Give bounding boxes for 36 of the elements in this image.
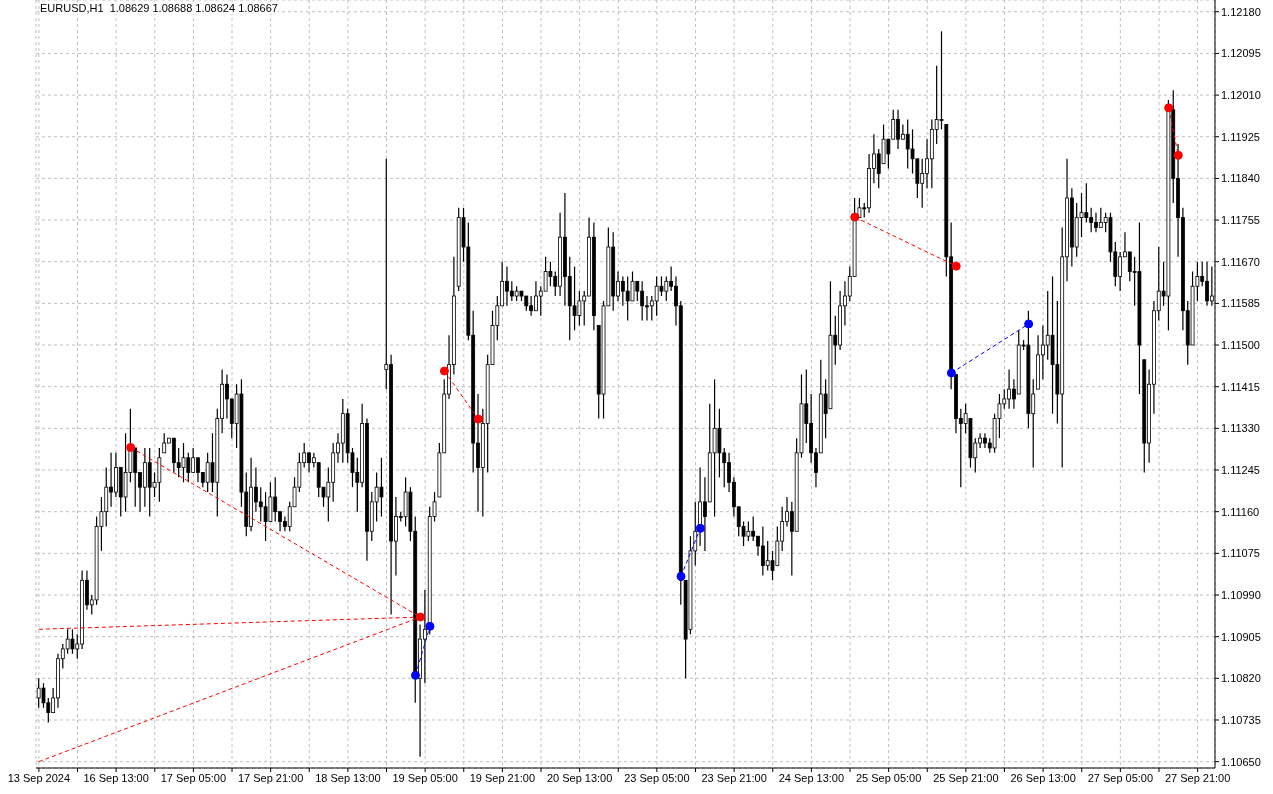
y-tick-label: 1.11245 (1221, 463, 1260, 476)
y-tick-label: 1.10735 (1221, 713, 1261, 726)
y-tick-label: 1.11670 (1221, 255, 1260, 268)
x-tick-label: 27 Sep 21:00 (1164, 771, 1231, 784)
y-tick-label: 1.11160 (1221, 505, 1260, 518)
y-tick-label: 1.10905 (1221, 630, 1261, 643)
x-tick-label: 19 Sep 05:00 (392, 771, 458, 784)
y-tick-label: 1.11330 (1221, 422, 1260, 435)
x-tick-label: 18 Sep 13:00 (315, 771, 381, 784)
y-tick-label: 1.11415 (1221, 380, 1260, 393)
x-tick-label: 13 Sep 2024 (7, 771, 71, 784)
x-tick-label: 25 Sep 05:00 (855, 771, 922, 784)
chart-title: EURUSD,H1 1.08629 1.08688 1.08624 1.08667 (40, 2, 278, 14)
y-tick-label: 1.10990 (1221, 588, 1261, 601)
x-tick-label: 17 Sep 21:00 (237, 771, 304, 784)
x-tick-label: 24 Sep 13:00 (778, 771, 845, 784)
x-tick-label: 17 Sep 05:00 (160, 771, 227, 784)
y-tick-label: 1.11585 (1221, 297, 1260, 310)
x-tick-label: 23 Sep 05:00 (624, 771, 690, 784)
x-tick-label: 16 Sep 13:00 (83, 771, 149, 784)
y-tick-label: 1.12010 (1221, 88, 1261, 101)
x-tick-label: 25 Sep 21:00 (933, 771, 999, 784)
y-tick-label: 1.10650 (1221, 755, 1261, 768)
x-tick-label: 26 Sep 13:00 (1010, 771, 1076, 784)
x-tick-label: 20 Sep 13:00 (546, 771, 613, 784)
x-tick-label: 27 Sep 05:00 (1087, 771, 1154, 784)
x-tick-label: 19 Sep 21:00 (469, 771, 536, 784)
y-tick-label: 1.11755 (1221, 213, 1260, 226)
y-tick-label: 1.11925 (1221, 130, 1260, 143)
y-tick-label: 1.11840 (1221, 172, 1260, 185)
y-tick-label: 1.12095 (1221, 47, 1261, 60)
x-tick-label: 23 Sep 21:00 (701, 771, 767, 784)
y-tick-label: 1.11500 (1221, 338, 1260, 351)
y-tick-label: 1.10820 (1221, 672, 1261, 685)
y-tick-label: 1.12180 (1221, 5, 1261, 18)
y-tick-label: 1.11075 (1221, 547, 1260, 560)
